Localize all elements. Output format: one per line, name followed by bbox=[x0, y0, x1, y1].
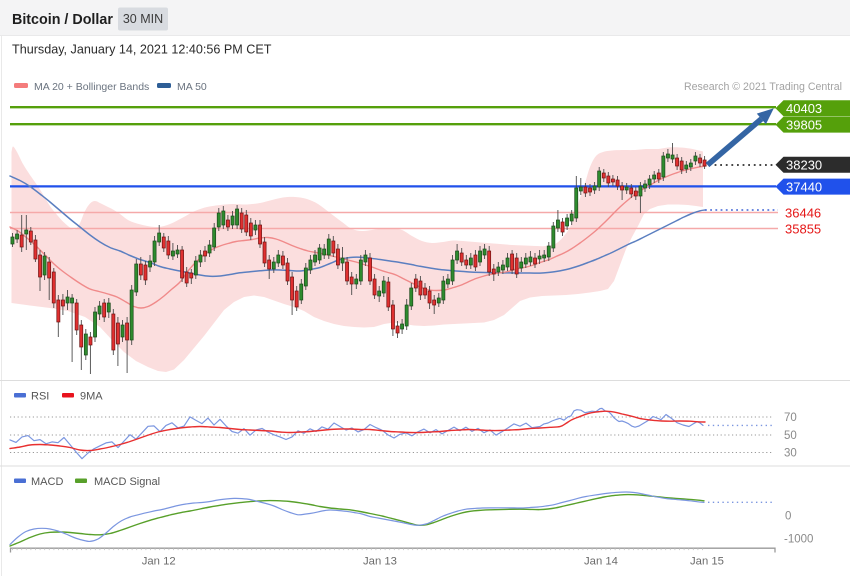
svg-text:70: 70 bbox=[784, 412, 797, 424]
svg-text:Jan 12: Jan 12 bbox=[142, 556, 176, 568]
svg-text:Bitcoin / Dollar: Bitcoin / Dollar bbox=[12, 12, 113, 28]
svg-text:Research © 2021 Trading Centra: Research © 2021 Trading Central bbox=[684, 81, 842, 93]
svg-text:MA 50: MA 50 bbox=[177, 81, 207, 93]
svg-text:-1000: -1000 bbox=[784, 534, 813, 546]
svg-text:36446: 36446 bbox=[785, 205, 821, 220]
svg-text:40403: 40403 bbox=[786, 101, 822, 116]
svg-text:RSI: RSI bbox=[31, 391, 49, 403]
svg-text:38230: 38230 bbox=[786, 158, 822, 173]
svg-text:MACD Signal: MACD Signal bbox=[94, 476, 160, 488]
svg-text:MA 20 + Bollinger Bands: MA 20 + Bollinger Bands bbox=[34, 81, 149, 93]
svg-text:37440: 37440 bbox=[786, 179, 822, 194]
svg-text:9MA: 9MA bbox=[80, 391, 103, 403]
svg-text:30 MIN: 30 MIN bbox=[123, 12, 163, 26]
svg-text:50: 50 bbox=[784, 430, 797, 442]
svg-text:Jan 15: Jan 15 bbox=[690, 556, 724, 568]
svg-text:0: 0 bbox=[785, 511, 791, 523]
svg-text:39805: 39805 bbox=[786, 117, 822, 132]
svg-text:Jan 13: Jan 13 bbox=[363, 556, 397, 568]
svg-text:MACD: MACD bbox=[31, 476, 63, 488]
svg-text:Thursday, January 14, 2021 12:: Thursday, January 14, 2021 12:40:56 PM C… bbox=[12, 43, 272, 57]
svg-text:30: 30 bbox=[784, 448, 797, 460]
svg-text:35855: 35855 bbox=[785, 221, 821, 236]
svg-text:Jan 14: Jan 14 bbox=[584, 556, 618, 568]
